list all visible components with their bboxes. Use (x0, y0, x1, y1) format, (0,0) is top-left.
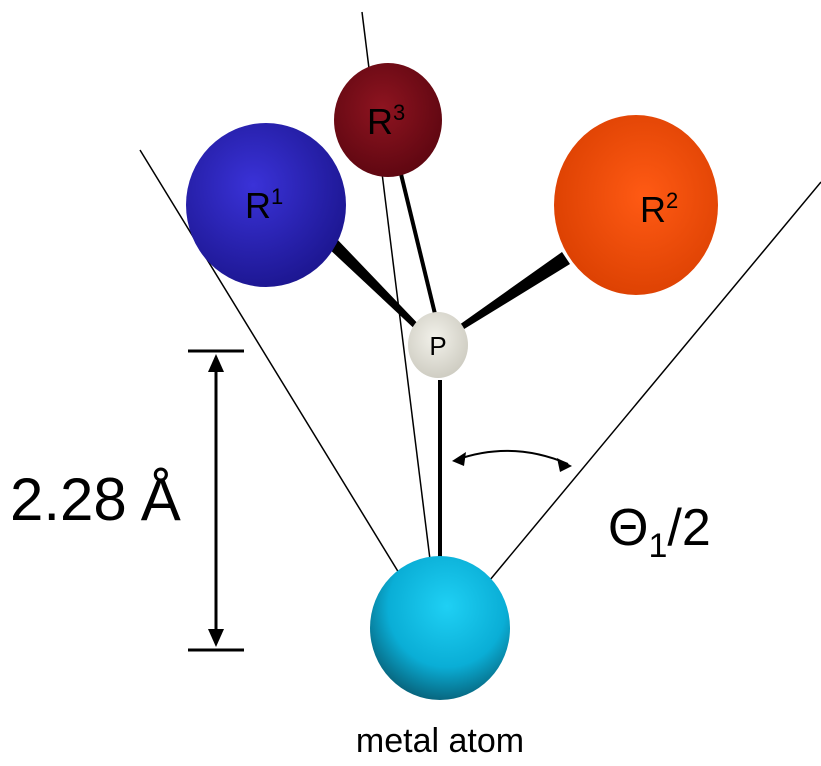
metal-atom (370, 556, 510, 700)
metal-atom-label: metal atom (356, 722, 524, 760)
r3-atom (334, 63, 442, 177)
p-label: P (429, 331, 446, 361)
p-atom (408, 312, 468, 378)
angle-label: Θ1/2 (608, 499, 711, 565)
r1-label: R1 (245, 184, 283, 226)
bond-r1-p (326, 236, 424, 334)
r3-label: R3 (367, 100, 405, 142)
angle-arrowhead-right (557, 458, 572, 472)
angle-arc (455, 449, 569, 465)
bond-r3-p (398, 169, 438, 319)
angle-arrowhead-left (452, 452, 466, 466)
r1-atom (186, 123, 346, 287)
distance-label: 2.28 Å (10, 466, 181, 533)
distance-arrowhead-bottom (208, 629, 224, 647)
r2-atom (554, 115, 718, 295)
r2-label: R2 (640, 188, 678, 230)
distance-arrowhead-top (208, 354, 224, 372)
cone-line-right (439, 181, 821, 641)
bond-r2-p (452, 252, 570, 334)
cone-line-left (139, 149, 441, 641)
